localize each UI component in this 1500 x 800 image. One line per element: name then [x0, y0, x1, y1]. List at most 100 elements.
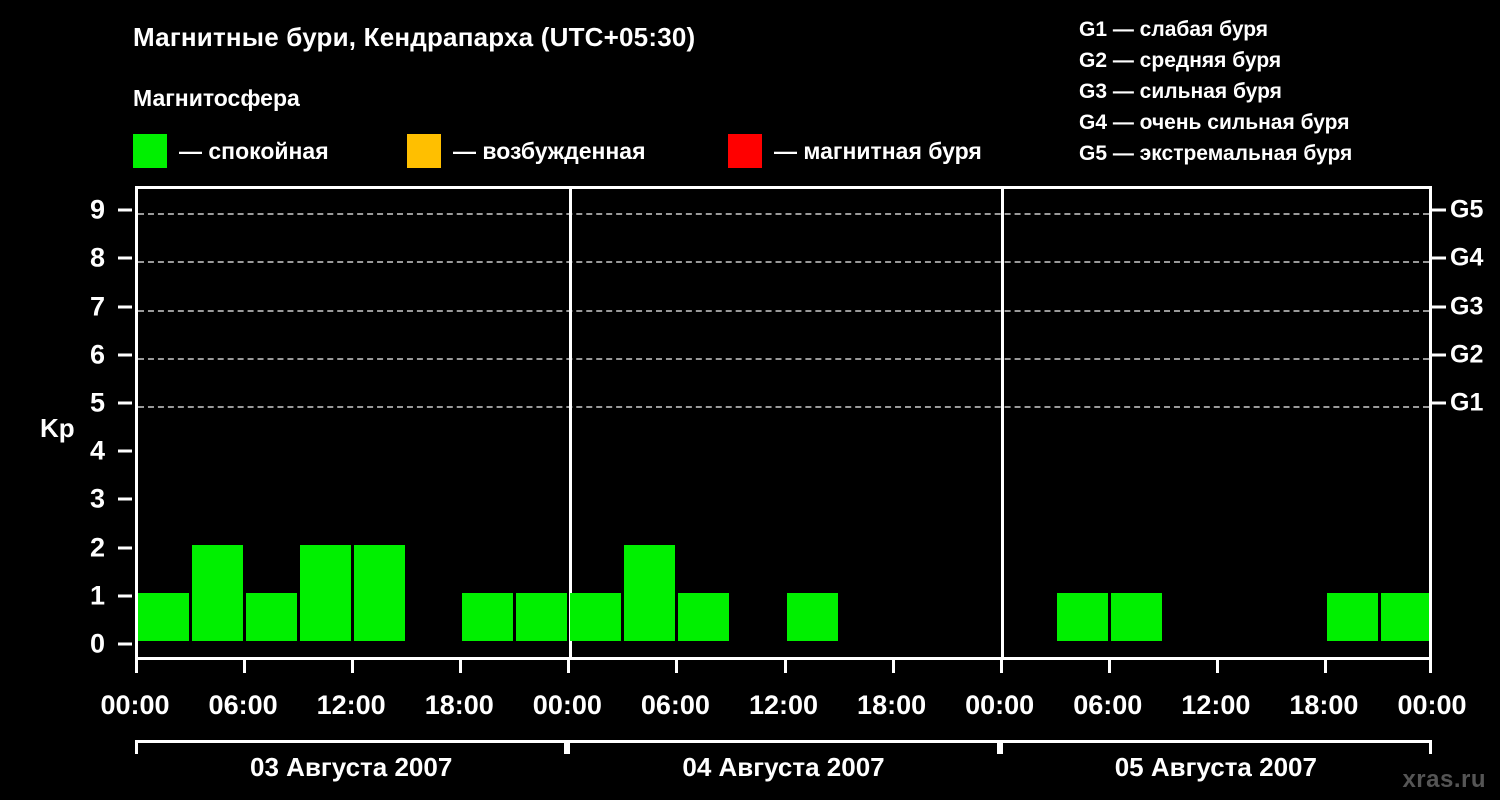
x-axis-labels: 00:00 06:00 12:00 18:00 00:00 06:00 12:00 18:00… [0, 690, 1500, 726]
g-scale-code: G4 [1079, 111, 1108, 134]
y-tick-label-5: 5 [89, 387, 105, 418]
bar [1326, 592, 1378, 641]
y-tick-label-7: 7 [89, 291, 105, 322]
y-tick-7 [118, 305, 132, 309]
legend-unsettled-swatch-icon [407, 134, 441, 168]
page-title: Магнитные бури, Кендрапарха (UTC+05:30) [133, 22, 696, 52]
y-tick-1 [118, 594, 132, 598]
legend-storm-swatch-icon [728, 134, 762, 168]
y-tick-4 [118, 449, 132, 453]
g-scale-code: G1 [1079, 18, 1108, 41]
g-scale-text: — средняя буря [1107, 49, 1282, 72]
gridline-kp-6 [138, 357, 1429, 360]
x-tick-label-8: 00:00 [965, 690, 1035, 720]
g-scale-row-g5: G5 — экстремальная буря [1079, 138, 1352, 169]
g-tick-g2 [1432, 353, 1446, 357]
bar [138, 592, 190, 641]
bar [1380, 592, 1429, 641]
y-tick-label-1: 1 [89, 580, 105, 611]
g-scale-row-g1: G1 — слабая буря [1079, 14, 1352, 45]
g-scale-code: G5 [1079, 142, 1108, 165]
date-labels: 03 Августа 2007 04 Августа 2007 05 Августа… [135, 752, 1432, 792]
plot-inner [138, 189, 1429, 657]
date-label-3: 05 Августа 2007 [1114, 752, 1317, 782]
section-subtitle: Магнитосфера [133, 85, 300, 111]
date-brackets [135, 740, 1432, 756]
day-separator-2 [1001, 189, 1005, 657]
y-tick-label-4: 4 [89, 435, 105, 466]
g-tick-g1 [1432, 401, 1446, 405]
g-tick-label-g4: G4 [1450, 243, 1484, 272]
y-tick-5 [118, 401, 132, 405]
x-tick-8 [999, 660, 1003, 673]
y-tick-label-8: 8 [89, 242, 105, 273]
y-tick-0 [118, 642, 132, 646]
g-tick-label-g3: G3 [1450, 292, 1484, 321]
x-tick-label-10: 12:00 [1181, 690, 1251, 720]
y-tick-label-9: 9 [89, 194, 105, 225]
y-axis-title: Kp [40, 413, 75, 443]
x-tick-0 [135, 660, 138, 673]
y-tick-label-0: 0 [89, 628, 105, 659]
bar [1110, 592, 1162, 641]
g-scale-legend: G1 — слабая буря G2 — средняя буря G3 — си… [1079, 14, 1352, 169]
g-tick-label-g1: G1 [1450, 388, 1484, 417]
g-scale-row-g2: G2 — средняя буря [1079, 45, 1352, 76]
g-scale-text: — слабая буря [1107, 18, 1269, 41]
x-tick-9 [1107, 660, 1111, 673]
legend-quiet: — спокойная [133, 133, 329, 169]
y-axis: 0 1 2 3 4 5 6 7 8 9 [0, 186, 135, 660]
x-tick-10 [1215, 660, 1219, 673]
bar [300, 544, 352, 641]
legend-storm: — магнитная буря [728, 133, 982, 169]
bar [354, 544, 406, 641]
g-scale-code: G2 [1079, 49, 1108, 72]
gridline-kp-9 [138, 213, 1429, 216]
legend-quiet-swatch-icon [133, 134, 167, 168]
y-tick-9 [118, 208, 132, 212]
y-tick-8 [118, 256, 132, 260]
bar [246, 592, 298, 641]
x-tick-label-5: 06:00 [640, 690, 710, 720]
y-tick-2 [118, 546, 132, 550]
bar [678, 592, 730, 641]
gridline-kp-7 [138, 309, 1429, 312]
legend-unsettled: — возбужденная [407, 133, 646, 169]
y-tick-3 [118, 497, 132, 501]
x-tick-7 [891, 660, 895, 673]
y-tick-label-6: 6 [89, 339, 105, 370]
g-scale-row-g4: G4 — очень сильная буря [1079, 107, 1352, 138]
x-tick-label-12: 00:00 [1397, 690, 1467, 720]
gridline-kp-5 [138, 405, 1429, 408]
bar [570, 592, 622, 641]
x-tick-4 [567, 660, 571, 673]
bar [516, 592, 568, 641]
legend-storm-label: — магнитная буря [774, 137, 982, 164]
x-tick-1 [243, 660, 247, 673]
legend-quiet-label: — спокойная [179, 137, 329, 164]
x-tick-label-7: 18:00 [857, 690, 927, 720]
x-tick-12 [1429, 660, 1432, 673]
gridline-kp-8 [138, 261, 1429, 264]
x-tick-label-4: 00:00 [532, 690, 602, 720]
bar [786, 592, 838, 641]
bar [1056, 592, 1108, 641]
x-tick-2 [351, 660, 355, 673]
date-label-2: 04 Августа 2007 [682, 752, 885, 782]
legend-unsettled-label: — возбужденная [453, 137, 646, 164]
x-tick-label-1: 06:00 [208, 690, 278, 720]
g-tick-g3 [1432, 305, 1446, 309]
day-separator-1 [568, 189, 572, 657]
g-tick-g4 [1432, 256, 1446, 260]
x-tick-label-2: 12:00 [316, 690, 386, 720]
y-tick-label-3: 3 [89, 483, 105, 514]
g-tick-g5 [1432, 208, 1446, 212]
date-bracket-2 [567, 740, 1000, 754]
bar [624, 544, 676, 641]
g-scale-text: — сильная буря [1107, 80, 1282, 103]
watermark: xras.ru [1402, 766, 1486, 793]
x-tick-6 [783, 660, 787, 673]
g-scale-text: — очень сильная буря [1107, 111, 1350, 134]
x-tick-label-3: 18:00 [424, 690, 494, 720]
g-tick-label-g2: G2 [1450, 340, 1484, 369]
